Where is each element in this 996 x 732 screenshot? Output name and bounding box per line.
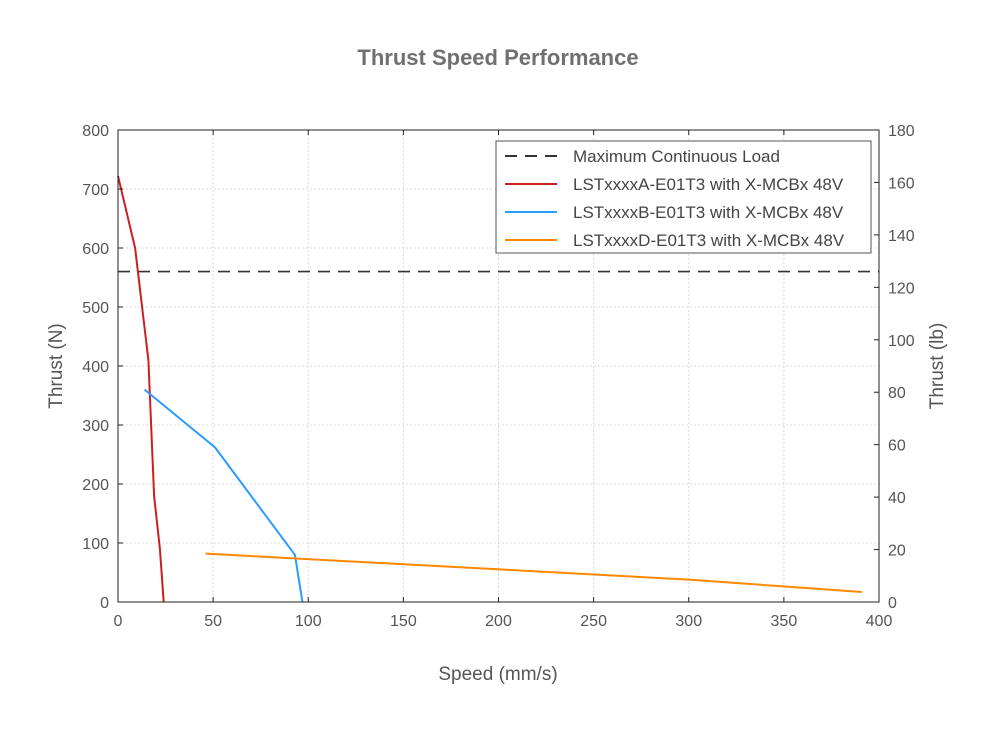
- y-tick-label: 700: [82, 182, 109, 199]
- x-tick-label: 100: [295, 613, 322, 630]
- y-tick-label: 600: [82, 241, 109, 258]
- series-line-2: [143, 388, 304, 603]
- y-tick-label: 800: [82, 123, 109, 140]
- y-tick-label: 100: [82, 536, 109, 553]
- y-axis-left: 0 100 200 300 400 500 600 700 800: [82, 123, 123, 612]
- y2-tick-label: 120: [888, 280, 915, 297]
- y2-tick-label: 100: [888, 333, 915, 350]
- x-axis-label: Speed (mm/s): [438, 664, 557, 685]
- y-tick-label: 400: [82, 359, 109, 376]
- y2-axis-label: Thrust (lb): [927, 323, 948, 410]
- series-line-3: [205, 552, 862, 593]
- legend-label: LSTxxxxD-E01T3 with X-MCBx 48V: [573, 231, 845, 250]
- y2-tick-label: 20: [888, 543, 906, 560]
- x-tick-label: 150: [390, 613, 417, 630]
- y-tick-label: 200: [82, 477, 109, 494]
- y2-tick-label: 60: [888, 438, 906, 455]
- legend: Maximum Continuous Load LSTxxxxA-E01T3 wi…: [495, 140, 872, 254]
- x-tick-label: 200: [485, 613, 512, 630]
- y-axis-right: 0 20 40 60 80 100 120 140 160 180: [874, 123, 915, 612]
- x-tick-label: 250: [580, 613, 607, 630]
- y-axis-label: Thrust (N): [46, 323, 67, 409]
- legend-label: LSTxxxxB-E01T3 with X-MCBx 48V: [573, 203, 844, 222]
- y-tick-label: 500: [82, 300, 109, 317]
- y2-tick-label: 180: [888, 123, 915, 140]
- y-tick-label: 0: [100, 595, 109, 612]
- legend-label: Maximum Continuous Load: [573, 147, 780, 166]
- series-layer: [117, 175, 862, 603]
- y2-tick-label: 40: [888, 490, 906, 507]
- y2-tick-label: 0: [888, 595, 897, 612]
- y-tick-label: 300: [82, 418, 109, 435]
- x-tick-label: 400: [866, 613, 893, 630]
- x-tick-label: 300: [675, 613, 702, 630]
- y2-tick-label: 160: [888, 175, 915, 192]
- x-axis: 0 50 100 150 200 250 300 350 400: [114, 130, 893, 630]
- legend-label: LSTxxxxA-E01T3 with X-MCBx 48V: [573, 175, 844, 194]
- x-tick-label: 50: [204, 613, 222, 630]
- legend-box: [495, 140, 872, 254]
- x-tick-label: 350: [771, 613, 798, 630]
- x-tick-label: 0: [114, 613, 123, 630]
- y2-tick-label: 140: [888, 228, 915, 245]
- y2-tick-label: 80: [888, 385, 906, 402]
- chart-title: Thrust Speed Performance: [357, 45, 638, 70]
- series-line-1: [117, 175, 165, 603]
